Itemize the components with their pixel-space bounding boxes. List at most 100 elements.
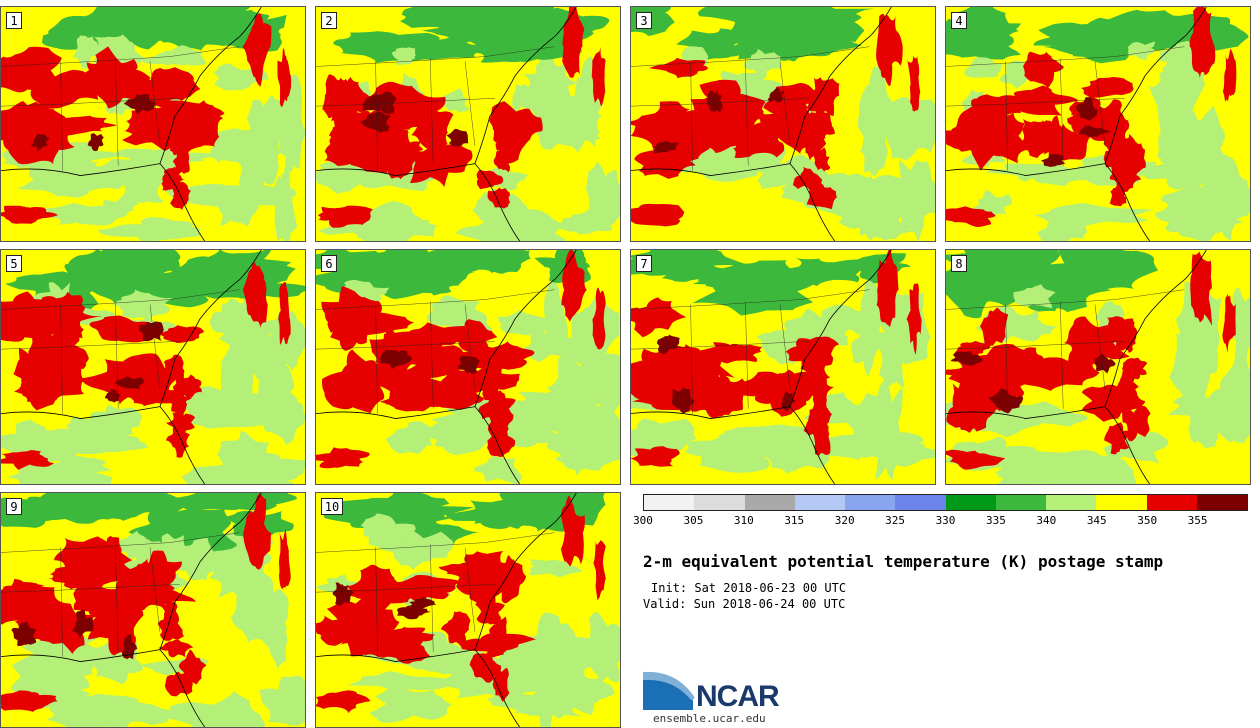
contour-region [158, 639, 194, 658]
boundary-line [1094, 304, 1106, 389]
colorbar-tick-label: 320 [834, 514, 855, 527]
boundary-line [1, 649, 205, 727]
colorbar-tick-label: 325 [885, 514, 906, 527]
contour-region [1207, 349, 1250, 444]
contour-region [1103, 128, 1131, 161]
contour-region [170, 130, 188, 156]
contour-region [184, 253, 292, 282]
colorbar-segment [1146, 495, 1197, 510]
boundary-line [149, 547, 161, 632]
boundary-line [1, 98, 180, 107]
contour-region [690, 85, 765, 131]
boundary-line [149, 61, 161, 146]
contour-region [436, 664, 551, 699]
map-7 [631, 250, 935, 484]
member-label-3: 3 [636, 12, 652, 29]
contour-region [115, 376, 146, 390]
contour-region [40, 493, 140, 518]
boundary-line [1104, 7, 1207, 164]
init-time: Init: Sat 2018-06-23 00 UTC [651, 581, 847, 595]
colorbar-tick-label: 330 [935, 514, 956, 527]
contour-region [654, 140, 679, 154]
contour-region [1121, 133, 1146, 183]
ncar-logo-icon [643, 671, 695, 710]
member-label-8: 8 [951, 255, 967, 272]
contour-region [21, 638, 115, 682]
member-label-7: 7 [636, 255, 652, 272]
contour-region [326, 593, 400, 657]
boundary-line [60, 547, 63, 657]
stamp-panel-8: 8 [945, 249, 1251, 485]
contour-region [169, 23, 255, 47]
contour-region [1112, 327, 1138, 353]
contour-region [360, 111, 391, 133]
contour-region [110, 289, 173, 319]
contour-region [126, 507, 238, 552]
contour-region [562, 7, 585, 78]
contour-region [385, 421, 438, 454]
contour-region [369, 687, 453, 723]
contour-region [631, 107, 718, 164]
contour-region [486, 425, 516, 458]
contour-region [676, 28, 750, 60]
contour-region [333, 77, 373, 124]
map-9 [1, 493, 305, 727]
boundary-line [474, 493, 577, 650]
contour-region [278, 528, 291, 590]
contour-region [165, 422, 190, 458]
contour-region [591, 46, 606, 106]
contour-region [54, 536, 133, 583]
contour-region [811, 424, 831, 456]
member-label-4: 4 [951, 12, 967, 29]
boundary-line [115, 544, 119, 652]
contour-region [170, 390, 188, 420]
colorbar-segment [945, 495, 996, 510]
contour-region [1111, 147, 1128, 177]
contour-region [1190, 251, 1212, 326]
contour-region [469, 652, 502, 683]
contour-region [1080, 77, 1134, 98]
boundary-line [474, 250, 577, 407]
contour-region [6, 460, 113, 484]
boundary-line [1, 46, 240, 67]
boundary-line [430, 544, 434, 652]
contour-region [899, 159, 935, 241]
contour-region [1013, 284, 1056, 309]
contour-region [472, 188, 530, 232]
contour-region [71, 609, 94, 638]
boundary-line [316, 584, 495, 593]
boundary-line [1005, 61, 1008, 171]
boundary-line [946, 341, 1125, 350]
contour-region [114, 581, 197, 610]
contour-region [480, 635, 513, 658]
contour-region [170, 537, 230, 581]
contour-region [649, 57, 709, 79]
contour-region [885, 305, 909, 353]
contour-region [946, 206, 996, 228]
contour-region [389, 36, 495, 60]
contour-region [493, 150, 511, 173]
boundary-line [375, 547, 378, 657]
contour-region [803, 407, 832, 436]
contour-region [578, 612, 620, 684]
contour-region [332, 582, 354, 606]
colorbar-tick-label: 310 [733, 514, 754, 527]
stamp-panel-9: 9 [0, 492, 306, 728]
boundary-line [631, 406, 835, 484]
boundary-line [60, 61, 63, 171]
colorbar-tick-label: 305 [683, 514, 704, 527]
stamp-panel-4: 4 [945, 6, 1251, 242]
boundary-line [115, 58, 119, 166]
contour-region [995, 463, 1072, 484]
contour-region [322, 349, 401, 414]
contour-region [28, 203, 128, 226]
colorbar [643, 494, 1248, 511]
contour-region [906, 283, 922, 355]
contour-region [1094, 353, 1116, 374]
colorbar-segment [845, 495, 896, 510]
contour-region [457, 356, 481, 375]
boundary-line [316, 98, 495, 107]
boundary-line [745, 58, 749, 166]
member-label-2: 2 [321, 12, 337, 29]
contour-region [1127, 41, 1156, 61]
